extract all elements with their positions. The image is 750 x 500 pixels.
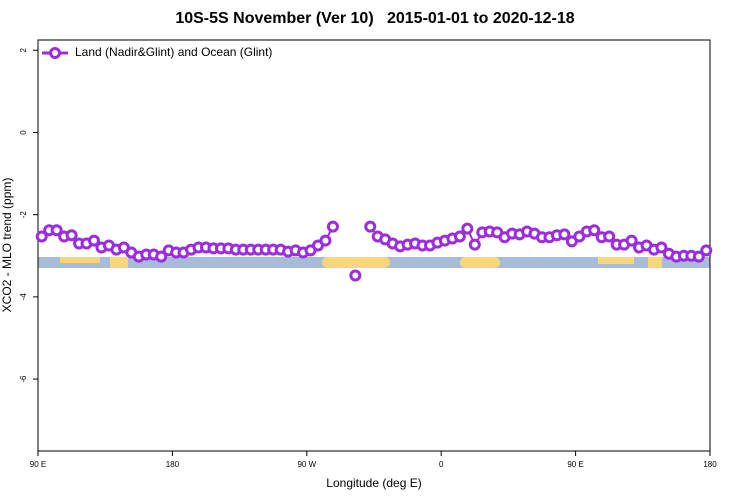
- point: [692, 250, 705, 263]
- y-tick-label: -4: [19, 293, 28, 301]
- point: [364, 220, 377, 233]
- point: [155, 250, 168, 263]
- point: [35, 230, 48, 243]
- point: [700, 244, 713, 257]
- land: [322, 257, 390, 268]
- point: [349, 269, 362, 282]
- point: [625, 234, 638, 247]
- x-tick-label: 90 E: [30, 460, 46, 469]
- plot-frame: [37, 39, 711, 452]
- point: [453, 230, 466, 243]
- y-tick-label: -6: [19, 375, 28, 383]
- land: [460, 257, 500, 268]
- point: [65, 229, 78, 242]
- map-strip: [38, 257, 710, 268]
- y-tick-label: -2: [19, 211, 28, 219]
- point: [50, 224, 63, 237]
- point: [655, 241, 668, 254]
- land: [598, 257, 634, 264]
- x-tick-label: 180: [166, 460, 180, 469]
- legend-label: Land (Nadir&Glint) and Ocean (Glint): [75, 45, 272, 59]
- point: [461, 222, 474, 235]
- x-tick-label: 180: [703, 460, 717, 469]
- point: [588, 224, 601, 237]
- x-tick-label: 0: [439, 460, 444, 469]
- y-tick-label: 2: [19, 48, 28, 53]
- x-tick-label: 90 E: [567, 460, 583, 469]
- point: [319, 234, 332, 247]
- land: [110, 257, 128, 268]
- legend-marker: [49, 47, 61, 59]
- x-tick-label: 90 W: [297, 460, 316, 469]
- point: [326, 220, 339, 233]
- y-tick-label: 0: [19, 130, 28, 135]
- chart-title: 10S-5S November (Ver 10) 2015-01-01 to 2…: [175, 10, 574, 27]
- point: [558, 228, 571, 241]
- point: [468, 238, 481, 251]
- land: [60, 257, 100, 263]
- point: [603, 230, 616, 243]
- point: [88, 234, 100, 247]
- y-axis-label: XCO2 - MLO trend (ppm): [0, 178, 14, 313]
- land: [648, 257, 662, 268]
- x-axis-label: Longitude (deg E): [326, 476, 421, 490]
